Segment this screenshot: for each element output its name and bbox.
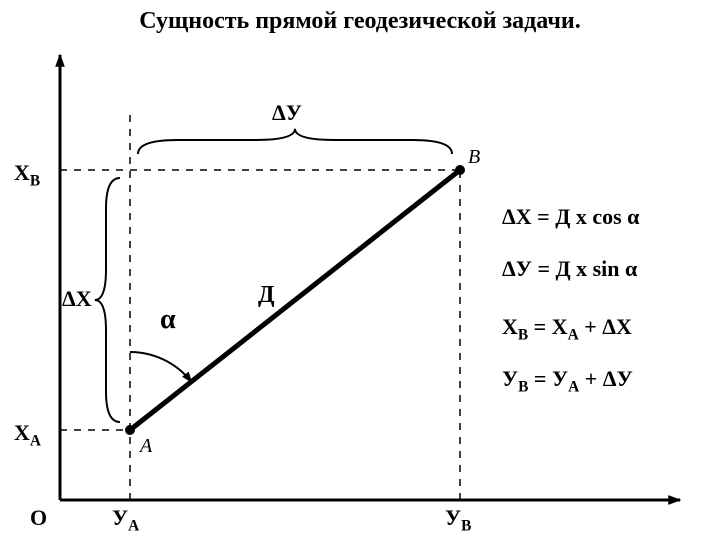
formula-dy: ΔУ = Д х sin α [502,256,637,282]
label-O: О [30,505,47,531]
label-XA: ХА [14,420,41,450]
label-D: Д [258,282,275,309]
label-delta-X: ΔХ [62,286,92,312]
label-delta-Y: ΔУ [272,100,302,126]
formula-dx: ΔХ = Д х cos α [502,204,639,230]
label-point-B: В [468,146,480,169]
label-XB: ХВ [14,160,40,190]
label-YA: УА [112,505,139,535]
label-alpha: α [160,304,176,336]
formula-xb: ХВ = ХА + ΔХ [502,314,632,344]
formula-yb: УВ = УА + ΔУ [502,366,633,396]
label-YB: УВ [445,505,471,535]
label-point-A: А [140,435,152,458]
